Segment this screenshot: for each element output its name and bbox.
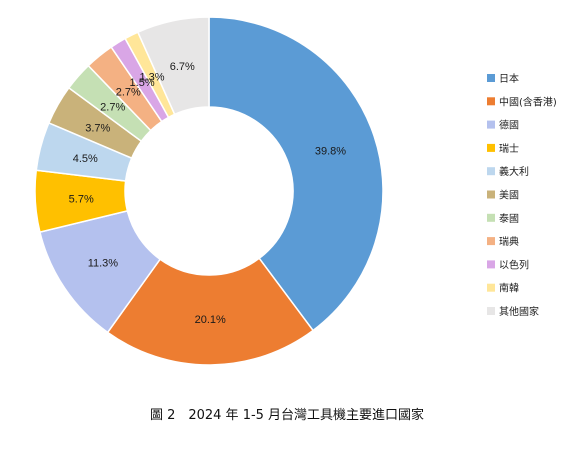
slice-8-value-label: 2.7% <box>116 87 141 99</box>
legend-label-10: 南韓 <box>499 282 519 295</box>
legend-label-9: 以色列 <box>499 258 529 271</box>
legend-swatch-6 <box>487 190 495 199</box>
slice-7-value-label: 2.7% <box>100 102 125 114</box>
legend-swatch-8 <box>487 237 495 246</box>
slice-3-value-label: 11.3% <box>88 258 119 270</box>
slice-11-wedge <box>136 16 210 116</box>
legend-label-7: 泰國 <box>499 212 519 225</box>
legend-label-4: 瑞士 <box>499 142 519 155</box>
legend-label-2: 中國(含香港) <box>499 95 557 108</box>
legend-swatch-9 <box>487 260 495 269</box>
legend-label-5: 義大利 <box>499 165 529 178</box>
slice-9-value-label: 1.5% <box>130 77 155 89</box>
legend-swatch-2 <box>487 97 495 106</box>
legend-swatch-1 <box>487 74 495 82</box>
legend-label-6: 美國 <box>499 189 519 202</box>
figure-caption: 圖 2 2024 年 1-5 月台灣工具機主要進口國家 <box>149 408 425 423</box>
legend-swatch-11 <box>487 307 495 315</box>
legend-swatch-10 <box>487 283 495 292</box>
slice-4-value-label: 5.7% <box>69 194 94 206</box>
slice-10-value-label: 1.3% <box>139 71 164 83</box>
slice-5-value-label: 4.5% <box>73 153 98 165</box>
slice-2-value-label: 20.1% <box>195 314 226 326</box>
chart-slice-labels: 39.8%20.1%11.3%5.7%4.5%3.7%2.7%2.7%1.5%1… <box>69 61 347 326</box>
legend-label-11: 其他國家 <box>499 305 539 318</box>
slice-2-wedge <box>106 257 315 366</box>
legend-swatch-7 <box>487 213 495 222</box>
legend-swatch-5 <box>487 167 495 176</box>
slice-1-wedge <box>208 16 384 332</box>
legend-swatch-3 <box>487 120 495 129</box>
legend-label-8: 瑞典 <box>499 235 519 248</box>
slice-1-value-label: 39.8% <box>315 146 346 158</box>
legend-swatch-4 <box>487 143 495 152</box>
legend-label-3: 德國 <box>499 119 519 132</box>
legend-label-1: 日本 <box>499 72 519 85</box>
slice-11-value-label: 6.7% <box>170 61 195 73</box>
chart-slices <box>34 16 384 366</box>
slice-6-value-label: 3.7% <box>85 123 110 135</box>
